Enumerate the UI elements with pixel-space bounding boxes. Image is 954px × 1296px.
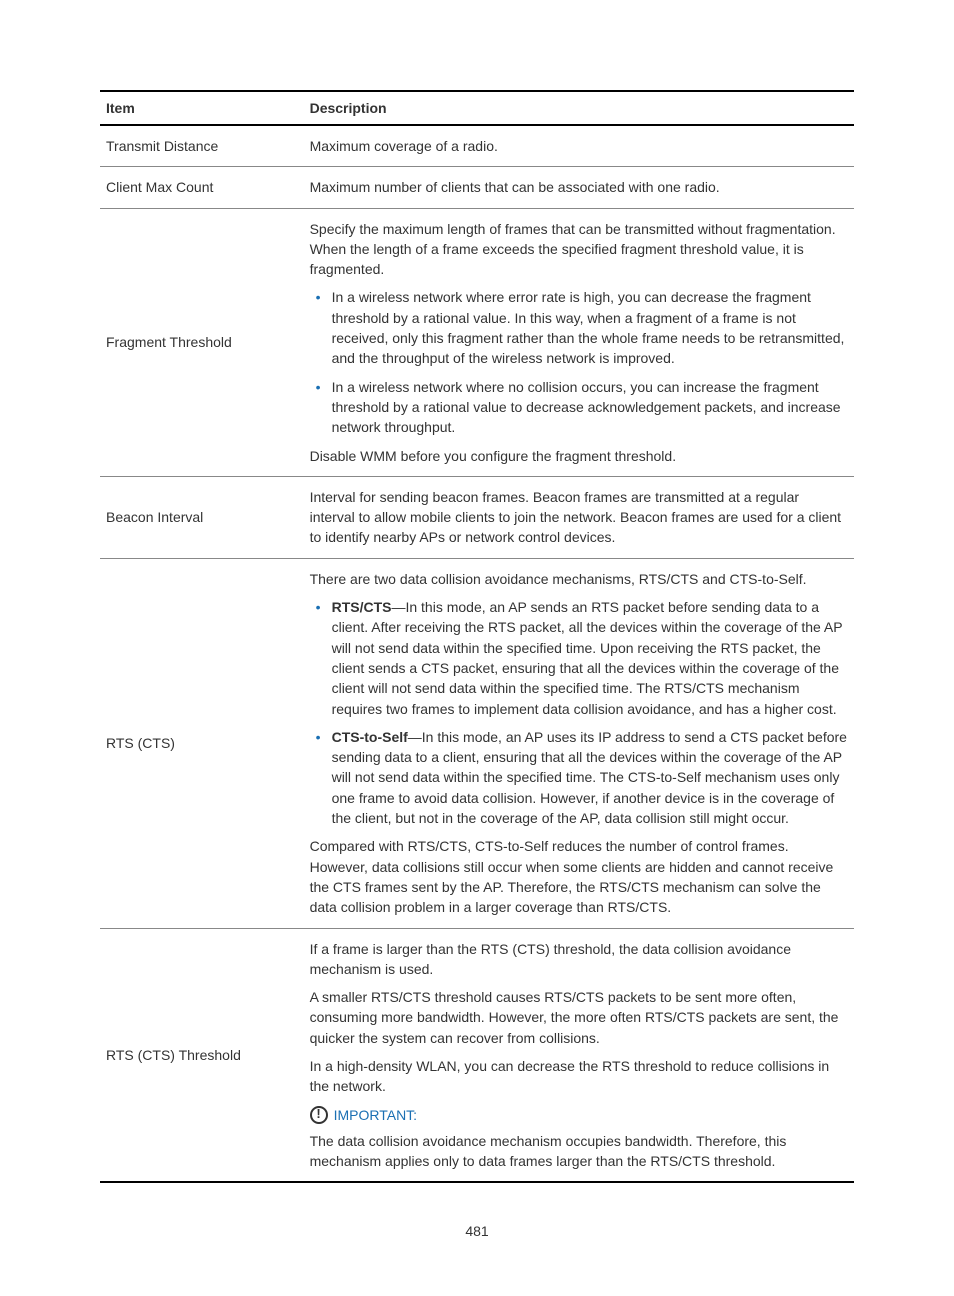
desc-text: Interval for sending beacon frames. Beac… (310, 487, 848, 548)
desc-cell: Specify the maximum length of frames tha… (304, 208, 854, 476)
item-cell: RTS (CTS) (100, 558, 304, 928)
important-callout: ! IMPORTANT: (310, 1105, 848, 1125)
table-row: RTS (CTS) Threshold If a frame is larger… (100, 928, 854, 1182)
bullet-text: —In this mode, an AP uses its IP address… (332, 729, 847, 826)
header-description: Description (304, 91, 854, 125)
bold-term: CTS-to-Self (332, 729, 408, 745)
table-row: Beacon Interval Interval for sending bea… (100, 476, 854, 558)
table-row: Client Max Count Maximum number of clien… (100, 167, 854, 208)
header-item: Item (100, 91, 304, 125)
config-table: Item Description Transmit Distance Maxim… (100, 90, 854, 1183)
document-page: Item Description Transmit Distance Maxim… (0, 0, 954, 1279)
desc-text: There are two data collision avoidance m… (310, 569, 848, 589)
page-number: 481 (100, 1223, 854, 1239)
important-label: IMPORTANT: (334, 1105, 418, 1125)
desc-cell: Interval for sending beacon frames. Beac… (304, 476, 854, 558)
desc-cell: There are two data collision avoidance m… (304, 558, 854, 928)
item-cell: Transmit Distance (100, 125, 304, 167)
desc-text: If a frame is larger than the RTS (CTS) … (310, 939, 848, 980)
desc-text: Specify the maximum length of frames tha… (310, 219, 848, 280)
desc-cell: If a frame is larger than the RTS (CTS) … (304, 928, 854, 1182)
desc-text: Compared with RTS/CTS, CTS-to-Self reduc… (310, 836, 848, 917)
item-cell: RTS (CTS) Threshold (100, 928, 304, 1182)
bullet-item: RTS/CTS—In this mode, an AP sends an RTS… (310, 597, 848, 719)
table-row: Transmit Distance Maximum coverage of a … (100, 125, 854, 167)
bullet-list: In a wireless network where error rate i… (310, 287, 848, 437)
desc-cell: Maximum coverage of a radio. (304, 125, 854, 167)
bullet-item: CTS-to-Self—In this mode, an AP uses its… (310, 727, 848, 828)
table-row: RTS (CTS) There are two data collision a… (100, 558, 854, 928)
bullet-text: —In this mode, an AP sends an RTS packet… (332, 599, 843, 716)
important-icon: ! (310, 1106, 328, 1124)
bullet-item: In a wireless network where no collision… (310, 377, 848, 438)
item-cell: Fragment Threshold (100, 208, 304, 476)
desc-text: In a high-density WLAN, you can decrease… (310, 1056, 848, 1097)
item-cell: Beacon Interval (100, 476, 304, 558)
table-header-row: Item Description (100, 91, 854, 125)
desc-text: Disable WMM before you configure the fra… (310, 446, 848, 466)
bold-term: RTS/CTS (332, 599, 392, 615)
desc-text: A smaller RTS/CTS threshold causes RTS/C… (310, 987, 848, 1048)
item-cell: Client Max Count (100, 167, 304, 208)
bullet-list: RTS/CTS—In this mode, an AP sends an RTS… (310, 597, 848, 828)
bullet-item: In a wireless network where error rate i… (310, 287, 848, 368)
desc-cell: Maximum number of clients that can be as… (304, 167, 854, 208)
desc-text: Maximum coverage of a radio. (310, 136, 848, 156)
important-text: The data collision avoidance mechanism o… (310, 1131, 848, 1172)
desc-text: Maximum number of clients that can be as… (310, 177, 848, 197)
table-row: Fragment Threshold Specify the maximum l… (100, 208, 854, 476)
